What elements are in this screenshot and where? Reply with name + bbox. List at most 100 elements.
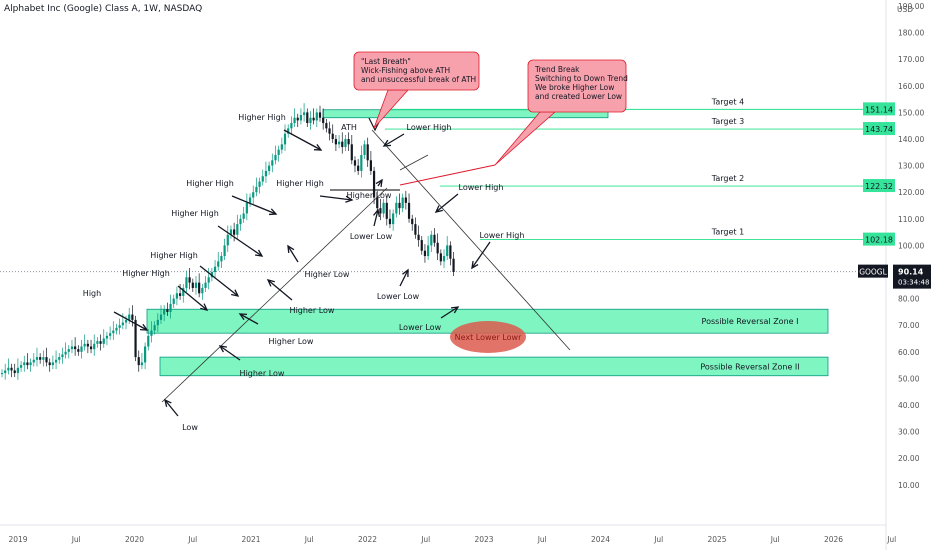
y-tick-label: 30.00 — [898, 428, 920, 437]
candle-body — [233, 229, 236, 235]
annotation-arrow — [287, 245, 299, 263]
candle-body — [39, 357, 42, 360]
candle-body — [315, 112, 318, 121]
candle-body — [182, 287, 185, 296]
ticker-box — [858, 264, 888, 278]
annotation-label: Higher High — [276, 179, 324, 188]
candle-body — [4, 370, 7, 374]
annotation-label: High — [83, 289, 101, 298]
candle-body — [134, 319, 137, 358]
annotation-arrowhead — [218, 345, 228, 353]
annotation-label: Higher High — [238, 113, 286, 122]
candle-body — [299, 115, 303, 121]
annotation-arrowhead — [200, 303, 209, 311]
annotation-arrowhead — [373, 208, 381, 217]
candle-body — [398, 202, 401, 209]
y-tick-label: 100.00 — [898, 241, 924, 250]
annotation-arrowhead — [402, 268, 409, 278]
zone-label: Possible Reversal Zone II — [700, 362, 799, 371]
candle-body — [353, 160, 357, 166]
candle-body — [70, 346, 74, 350]
candle-body — [325, 123, 328, 129]
candle-body — [48, 362, 51, 366]
target-price-box — [863, 179, 895, 193]
candle-body — [439, 253, 442, 262]
x-tick-label: Jul — [304, 535, 314, 544]
annotation-arrow — [177, 285, 208, 311]
candle-body — [194, 282, 198, 288]
candle-body — [341, 141, 344, 147]
y-tick-label: 110.00 — [898, 215, 924, 224]
annotation-arrowhead — [313, 143, 323, 151]
annotation-arrowhead — [238, 313, 248, 321]
annotation-label: Lower Low — [377, 292, 420, 301]
candle-body — [280, 144, 283, 150]
target-name: Target 1 — [711, 228, 744, 237]
candle-body — [427, 245, 430, 257]
trend-break-pointer — [399, 164, 496, 186]
x-tick-label: 2022 — [358, 535, 377, 544]
candle-body — [163, 309, 166, 315]
target-name: Target 4 — [711, 97, 744, 106]
y-tick-label: 70.00 — [898, 321, 920, 330]
candle-body — [283, 133, 287, 145]
candle-body — [417, 234, 420, 241]
candle-body — [236, 224, 239, 235]
trend-lines — [161, 129, 571, 403]
annotation-label: ATH — [341, 123, 357, 132]
last-breath-callout-box — [353, 51, 480, 91]
candle-body — [67, 349, 70, 352]
candle-body — [226, 234, 229, 246]
candle-body — [185, 277, 188, 288]
candle-body — [388, 218, 392, 225]
trend-break-callout-text: and created Lower Low — [535, 92, 622, 101]
annotation-arrow — [440, 306, 459, 319]
annotations: High Higher High Higher High Higher High Hig… — [83, 113, 526, 432]
annotation-label: Lower Low — [350, 232, 393, 241]
x-tick-label: 2023 — [474, 535, 493, 544]
candle-body — [105, 335, 109, 339]
annotation-label: Higher Low — [290, 306, 335, 315]
candle-body — [77, 349, 80, 352]
candle-body — [442, 256, 446, 262]
annotation-label: Higher High — [122, 269, 170, 278]
y-tick-label: 10.00 — [898, 481, 920, 490]
annotation-arrow — [283, 129, 322, 151]
annotation-arrowhead — [266, 279, 275, 287]
candle-body — [112, 330, 115, 334]
candle-body — [99, 341, 102, 344]
candle-body — [277, 149, 280, 155]
candle-body — [74, 346, 77, 350]
candle-body — [19, 365, 23, 368]
target-price-label: 143.74 — [865, 125, 893, 134]
candle-body — [153, 325, 156, 331]
candle-body — [274, 154, 277, 161]
candle-body — [191, 282, 194, 288]
candle-body — [392, 213, 395, 225]
candle-body — [322, 117, 325, 124]
candle-body — [140, 362, 144, 366]
y-tick-label: 120.00 — [898, 188, 924, 197]
candle-body — [245, 202, 248, 214]
candle-body — [169, 303, 172, 312]
annotation-arrowhead — [382, 139, 392, 147]
candle-body — [363, 144, 366, 155]
candle-body — [411, 218, 414, 225]
x-tick-label: 2021 — [241, 535, 260, 544]
candle-body — [175, 293, 178, 299]
candle-body — [102, 338, 105, 344]
annotation-label: Lower Low — [399, 323, 442, 332]
annotation-label: Lower High — [480, 231, 525, 240]
candle-body — [137, 357, 140, 366]
zone-rect — [159, 356, 829, 377]
candle-body — [328, 128, 331, 134]
candle-body — [118, 325, 121, 328]
annotation-label: Low — [182, 423, 198, 432]
y-tick-label: 40.00 — [898, 401, 920, 410]
candle-body — [296, 117, 299, 121]
candle-body — [287, 128, 290, 134]
candle-body — [268, 165, 271, 171]
annotation-label: Higher Low — [240, 369, 285, 378]
annotation-label: Higher High — [186, 179, 234, 188]
